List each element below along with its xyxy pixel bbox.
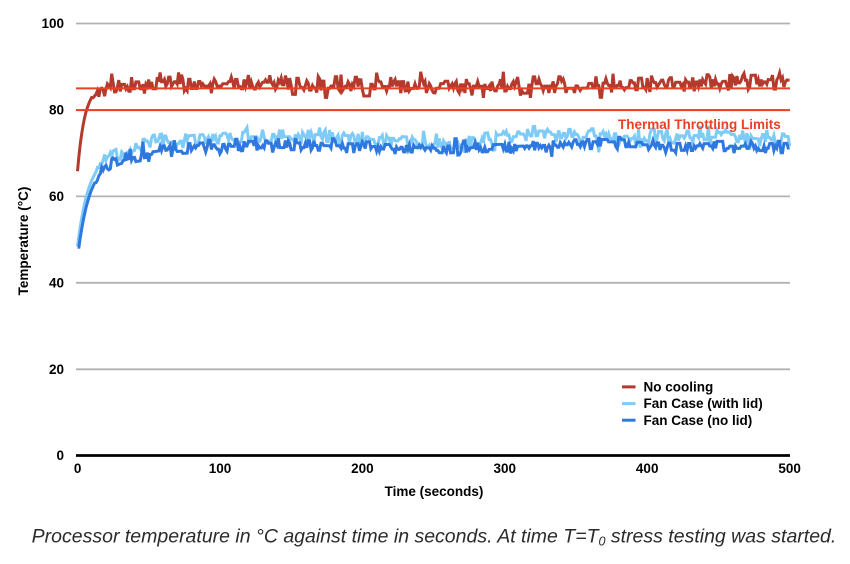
svg-text:No cooling: No cooling: [644, 380, 714, 395]
svg-text:0: 0: [56, 448, 64, 463]
svg-text:Fan Case (no lid): Fan Case (no lid): [644, 413, 753, 428]
svg-text:0: 0: [74, 461, 82, 476]
svg-text:Thermal Throttling Limits: Thermal Throttling Limits: [618, 117, 781, 132]
svg-text:200: 200: [351, 461, 374, 476]
svg-text:80: 80: [49, 103, 64, 118]
svg-text:Fan Case (with lid): Fan Case (with lid): [644, 396, 763, 411]
svg-text:40: 40: [49, 275, 64, 290]
svg-text:400: 400: [636, 461, 659, 476]
svg-text:100: 100: [41, 16, 64, 31]
svg-text:Time (seconds): Time (seconds): [385, 484, 484, 499]
svg-text:60: 60: [49, 189, 64, 204]
svg-text:20: 20: [49, 362, 64, 377]
svg-text:300: 300: [494, 461, 517, 476]
svg-text:500: 500: [778, 461, 801, 476]
svg-text:Temperature (°C): Temperature (°C): [16, 187, 31, 296]
svg-text:Processor temperature in °C ag: Processor temperature in °C against time…: [32, 526, 837, 549]
svg-text:100: 100: [209, 461, 232, 476]
